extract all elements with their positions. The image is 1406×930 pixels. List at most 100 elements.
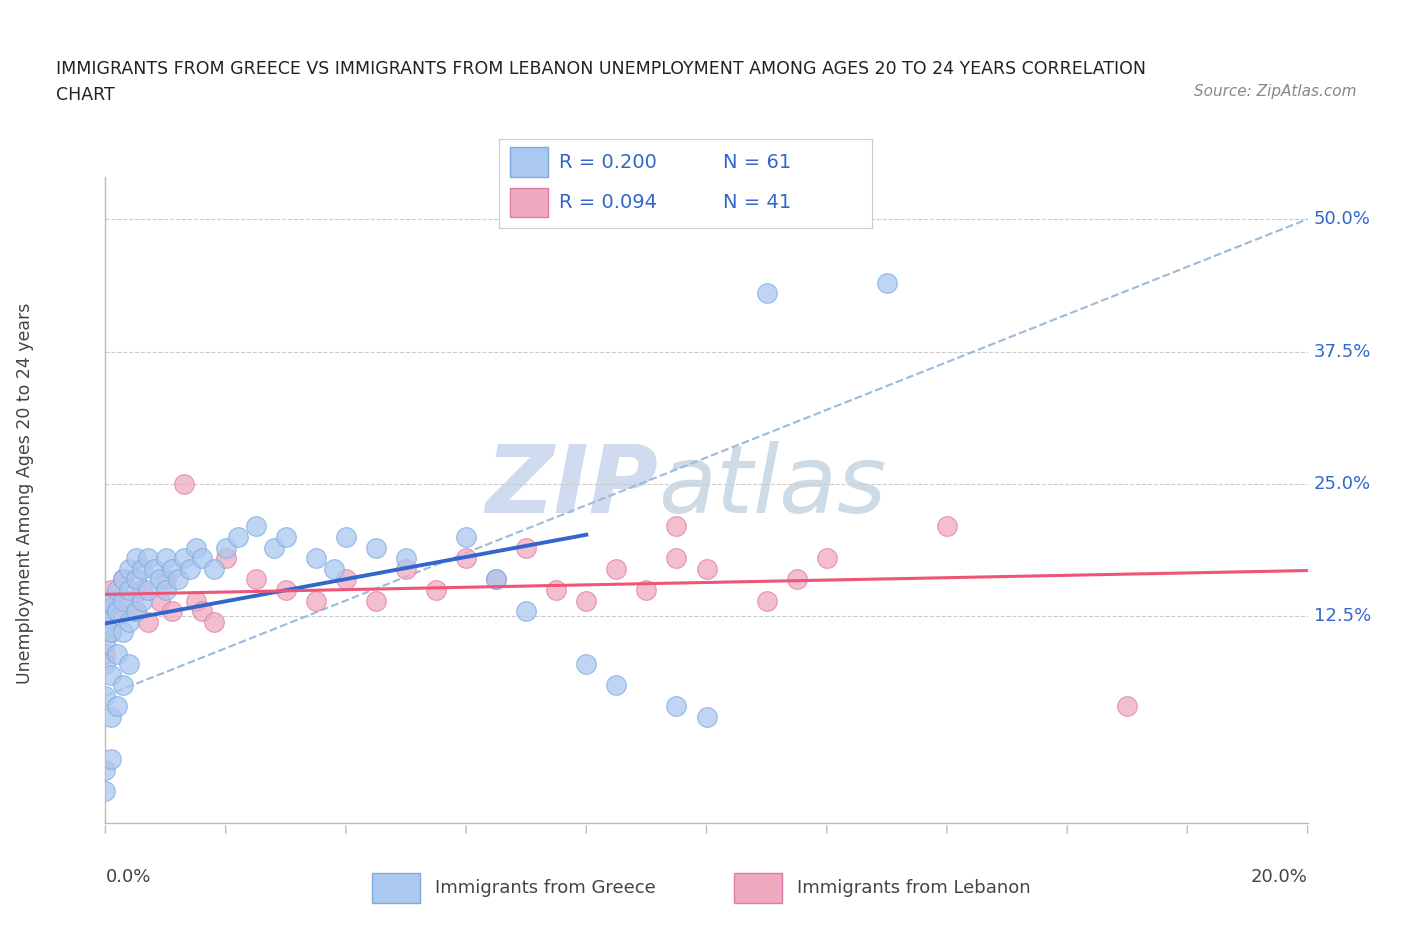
Point: [395, 551, 418, 565]
Point: [190, 604, 212, 618]
Text: R = 0.200: R = 0.200: [558, 153, 657, 171]
Text: Unemployment Among Ages 20 to 24 years: Unemployment Among Ages 20 to 24 years: [17, 302, 34, 684]
Point: [112, 572, 135, 587]
Point: [100, 710, 122, 724]
Text: 37.5%: 37.5%: [1313, 342, 1371, 361]
Point: [107, 699, 129, 714]
Point: [575, 657, 598, 671]
Text: 25.0%: 25.0%: [1313, 475, 1371, 493]
Point: [136, 615, 159, 630]
Point: [107, 646, 129, 661]
Point: [124, 604, 146, 618]
Point: [305, 551, 328, 565]
Text: R = 0.094: R = 0.094: [558, 193, 657, 212]
Point: [786, 572, 808, 587]
Point: [94, 604, 117, 618]
Point: [605, 562, 627, 577]
Point: [112, 572, 135, 587]
Point: [485, 572, 508, 587]
Point: [815, 551, 838, 565]
Point: [94, 688, 117, 703]
Point: [364, 593, 387, 608]
Point: [179, 562, 201, 577]
Text: atlas: atlas: [658, 442, 887, 533]
Point: [425, 582, 447, 597]
Point: [395, 562, 418, 577]
Point: [755, 593, 778, 608]
Point: [100, 582, 122, 597]
Text: CHART: CHART: [56, 86, 115, 103]
Point: [100, 752, 122, 767]
Point: [94, 615, 117, 630]
Point: [94, 784, 117, 799]
Point: [245, 519, 267, 534]
Point: [118, 615, 141, 630]
Point: [322, 562, 344, 577]
Point: [124, 604, 146, 618]
Point: [155, 572, 177, 587]
Point: [274, 529, 297, 544]
Point: [107, 604, 129, 618]
FancyBboxPatch shape: [373, 873, 419, 903]
Text: 12.5%: 12.5%: [1313, 607, 1371, 626]
Point: [94, 615, 117, 630]
Point: [118, 562, 141, 577]
Point: [107, 582, 129, 597]
Point: [148, 593, 170, 608]
Point: [755, 286, 778, 300]
Point: [94, 635, 117, 650]
Point: [142, 562, 165, 577]
Point: [876, 275, 898, 290]
Text: 0.0%: 0.0%: [105, 869, 150, 886]
Point: [202, 615, 225, 630]
Text: ZIP: ZIP: [485, 441, 658, 533]
Point: [605, 678, 627, 693]
Point: [100, 625, 122, 640]
Point: [100, 667, 122, 682]
FancyBboxPatch shape: [510, 148, 547, 177]
Text: 20.0%: 20.0%: [1251, 869, 1308, 886]
Point: [245, 572, 267, 587]
Point: [124, 551, 146, 565]
Point: [184, 540, 207, 555]
Point: [118, 593, 141, 608]
Point: [636, 582, 658, 597]
Point: [305, 593, 328, 608]
Point: [118, 657, 141, 671]
Point: [112, 678, 135, 693]
Point: [454, 551, 477, 565]
Point: [335, 572, 357, 587]
Point: [665, 699, 688, 714]
Point: [546, 582, 568, 597]
Point: [936, 519, 959, 534]
Point: [118, 582, 141, 597]
Point: [454, 529, 477, 544]
FancyBboxPatch shape: [734, 873, 782, 903]
Point: [100, 625, 122, 640]
Point: [226, 529, 249, 544]
Point: [696, 562, 718, 577]
Point: [155, 551, 177, 565]
Text: IMMIGRANTS FROM GREECE VS IMMIGRANTS FROM LEBANON UNEMPLOYMENT AMONG AGES 20 TO : IMMIGRANTS FROM GREECE VS IMMIGRANTS FRO…: [56, 60, 1146, 78]
Point: [274, 582, 297, 597]
Point: [107, 604, 129, 618]
Point: [1116, 699, 1139, 714]
Point: [665, 551, 688, 565]
Point: [364, 540, 387, 555]
Point: [515, 540, 537, 555]
Point: [335, 529, 357, 544]
Point: [202, 562, 225, 577]
FancyBboxPatch shape: [510, 188, 547, 218]
Point: [214, 540, 236, 555]
Text: N = 61: N = 61: [723, 153, 792, 171]
Point: [485, 572, 508, 587]
Text: 50.0%: 50.0%: [1313, 210, 1371, 228]
Point: [155, 582, 177, 597]
Point: [112, 593, 135, 608]
Text: Source: ZipAtlas.com: Source: ZipAtlas.com: [1194, 84, 1357, 99]
Point: [124, 572, 146, 587]
Point: [696, 710, 718, 724]
Point: [173, 476, 195, 491]
Text: Immigrants from Lebanon: Immigrants from Lebanon: [797, 879, 1031, 897]
Point: [190, 551, 212, 565]
